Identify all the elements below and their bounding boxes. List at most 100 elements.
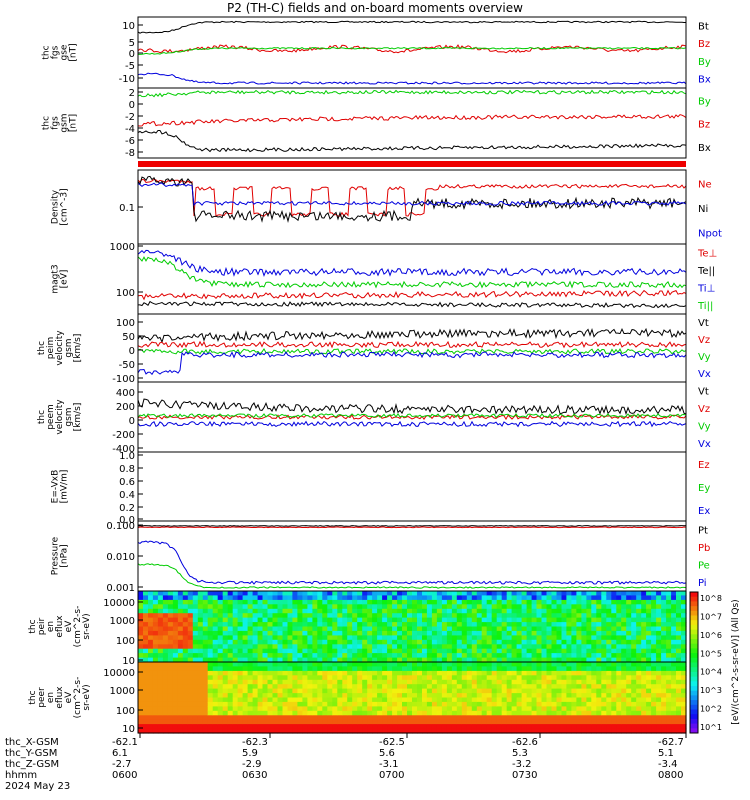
peer-spec-cell [372,662,378,667]
peer-spec-cell [402,688,408,694]
peer-spec-cell [571,710,577,716]
peir-spec-cell [167,657,174,663]
peir-spec-cell [157,626,164,632]
peir-spec-cell [312,644,318,650]
peer-spec-cell [551,724,558,730]
peir-spec-cell [352,591,358,596]
peir-spec-cell [461,635,468,641]
peir-spec-cell [516,604,523,610]
peer-spec-cell [322,710,328,716]
peer-spec-cell [217,662,224,667]
peer-spec-cell [138,706,144,712]
xaxis-value: -3.2 [512,759,532,770]
peir-spec-cell [591,599,597,605]
peer-spec-cell [601,728,607,734]
peir-spec-cell [257,657,264,663]
peir-spec-cell [531,595,538,601]
fgs-gse-legend-Bt: Bt [698,21,709,32]
peir-spec-cell [441,599,448,605]
peir-spec-cell [337,591,343,596]
peer-spec-cell [666,715,672,721]
peer-spec-cell [272,688,279,694]
fgs-gse-ytick-label: -5 [125,61,135,72]
peim-velocity-legend-Vz: Vz [698,335,710,346]
peer-spec-cell [292,697,298,703]
peer-spec-cell [187,675,194,681]
peir-spec-cell [516,617,523,623]
peir-spec-cell [676,639,682,645]
peir-spec-cell [436,653,443,659]
peer-spec-cell [601,710,607,716]
peir-spec-cell [277,653,284,659]
peer-spec-cell [217,693,224,699]
peir-spec-cell [367,599,373,605]
peir-spec-cell [526,591,533,596]
peer-spec-cell [656,679,662,685]
peer-spec-cell [611,719,617,725]
peer-spec-cell [466,706,473,712]
peer-spec-cell [277,715,284,721]
peer-spec-cell [352,724,358,730]
peer-spec-cell [461,724,468,730]
peir-spec-cell [516,595,523,601]
peer-spec-cell [212,706,219,712]
peir-spec-cell [227,595,234,601]
peir-spec-cell [606,639,612,645]
peer-spec-cell [262,693,269,699]
peir-spec-cell [177,648,184,654]
peer-spec-cell [656,666,662,672]
peir-spec-cell [596,613,602,619]
peir-spec-cell [641,635,647,641]
peir-spec-cell [262,630,269,636]
peir-spec-cell [372,653,378,659]
peer-spec-cell [367,719,373,725]
peer-spec-cell [342,710,348,716]
peir-spec-cell [402,648,408,654]
peer-spec-cell [681,684,687,690]
peir-spec-cell [287,599,294,605]
peir-spec-cell [192,635,199,641]
peir-spec-cell [382,591,388,596]
peer-spec-cell [322,706,328,712]
peir-spec-cell [182,644,189,650]
peer-spec-cell [412,679,418,685]
peer-spec-cell [631,688,637,694]
peer-spec-cell [661,693,667,699]
peer-spec-cell [591,710,597,716]
peir-spec-cell [546,595,553,601]
peer-spec-cell [496,710,503,716]
peir-spec-cell [292,613,298,619]
peir-spec-cell [671,604,677,610]
peir-spec-cell [636,657,642,663]
peir-spec-cell [646,639,652,645]
peir-spec-cell [207,608,214,614]
peer-spec-cell [446,701,453,707]
peir-spec-cell [466,639,473,645]
peer-spec-cell [671,675,677,681]
peer-spec-cell [332,666,338,672]
peir-spec-cell [621,635,627,641]
peir-spec-cell [576,599,582,605]
peer-spec-cell [436,688,443,694]
peir-spec-cell [526,622,533,628]
peer-spec-cell [277,688,284,694]
peer-spec-cell [466,715,473,721]
peer-spec-cell [466,670,473,676]
peer-spec-cell [372,710,378,716]
pressure-frame [137,520,687,592]
peer-spec-cell [516,675,523,681]
peer-spec-cell [207,715,214,721]
peir-spec-cell [252,657,259,663]
peer-spec-cell [526,697,533,703]
peer-spec-cell [422,662,428,667]
peir-spec-cell [387,591,393,596]
peer-spec-cell [272,697,279,703]
peer-spec-cell [377,724,383,730]
peer-spec-cell [636,715,642,721]
peir-spec-cell [601,617,607,623]
peir-spec-cell [217,613,224,619]
peer-spec-cell [566,675,572,681]
peer-spec-cell [387,706,393,712]
peir-spec-cell [148,653,154,659]
peer-spec-cell [456,706,463,712]
